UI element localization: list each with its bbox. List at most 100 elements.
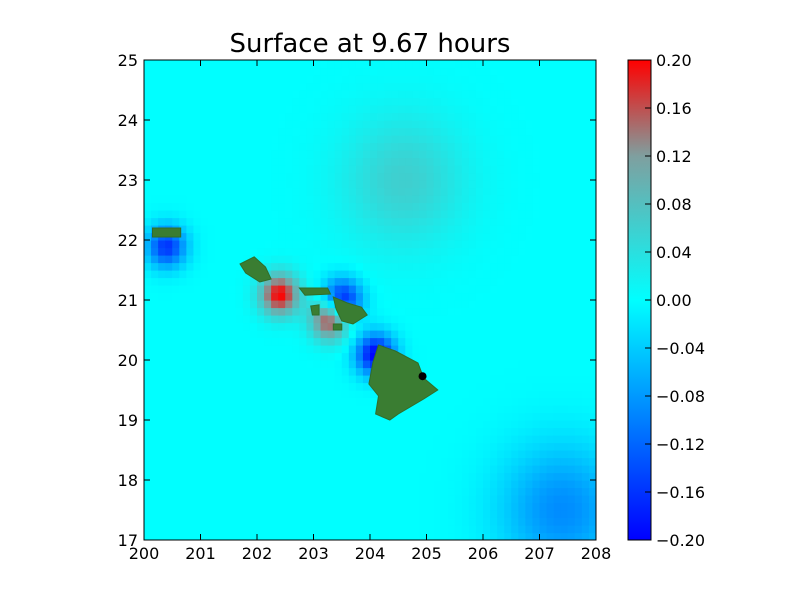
heatmap-cell <box>370 165 378 174</box>
heatmap-cell <box>384 255 392 264</box>
heatmap-cell <box>264 375 272 384</box>
heatmap-cell <box>398 225 406 234</box>
heatmap-cell <box>348 397 357 406</box>
heatmap-cell <box>249 457 258 466</box>
heatmap-cell <box>504 225 512 234</box>
heatmap-cell <box>440 315 449 324</box>
heatmap-cell <box>475 345 484 354</box>
heatmap-cell <box>278 450 286 459</box>
heatmap-cell <box>490 277 498 286</box>
heatmap-cell <box>242 187 251 196</box>
heatmap-cell <box>454 277 463 286</box>
heatmap-cell <box>165 412 173 421</box>
heatmap-cell <box>497 210 505 219</box>
heatmap-cell <box>327 247 336 256</box>
heatmap-cell <box>158 525 166 534</box>
heatmap-cell <box>433 277 442 286</box>
heatmap-cell <box>334 337 343 346</box>
heatmap-cell <box>193 322 202 331</box>
heatmap-cell <box>468 157 477 166</box>
heatmap-cell <box>546 270 555 279</box>
heatmap-cell <box>278 97 286 106</box>
heatmap-cell <box>264 97 272 106</box>
heatmap-cell <box>249 157 258 166</box>
heatmap-cell <box>511 397 519 406</box>
heatmap-cell <box>384 217 392 226</box>
heatmap-cell <box>200 435 209 444</box>
heatmap-cell <box>249 442 258 451</box>
heatmap-cell <box>412 307 421 316</box>
heatmap-cell <box>172 480 180 489</box>
heatmap-cell <box>179 255 187 264</box>
heatmap-cell <box>475 292 484 301</box>
heatmap-cell <box>348 330 357 339</box>
heatmap-cell <box>567 232 576 241</box>
heatmap-cell <box>454 457 463 466</box>
heatmap-cell <box>412 195 421 204</box>
heatmap-cell <box>151 97 159 106</box>
heatmap-cell <box>405 112 413 121</box>
heatmap-cell <box>355 412 364 421</box>
heatmap-cell <box>588 337 596 346</box>
heatmap-cell <box>348 270 357 279</box>
heatmap-cell <box>574 495 583 504</box>
heatmap-cell <box>490 210 498 219</box>
heatmap-cell <box>264 360 272 369</box>
heatmap-cell <box>362 345 371 354</box>
heatmap-cell <box>525 375 534 384</box>
heatmap-cell <box>144 157 152 166</box>
heatmap-cell <box>306 487 315 496</box>
heatmap-cell <box>546 135 555 144</box>
heatmap-cell <box>560 435 569 444</box>
heatmap-cell <box>271 510 279 519</box>
heatmap-cell <box>588 285 596 294</box>
heatmap-cell <box>306 75 315 84</box>
heatmap-cell <box>567 397 576 406</box>
heatmap-cell <box>221 330 230 339</box>
heatmap-cell <box>581 405 590 414</box>
heatmap-cell <box>384 285 392 294</box>
heatmap-cell <box>588 427 596 436</box>
heatmap-cell <box>341 517 350 526</box>
heatmap-cell <box>377 120 385 129</box>
heatmap-cell <box>405 405 413 414</box>
heatmap-cell <box>235 180 244 189</box>
heatmap-cell <box>370 262 378 271</box>
heatmap-cell <box>426 525 435 534</box>
heatmap-cell <box>200 390 209 399</box>
heatmap-cell <box>306 60 315 69</box>
heatmap-cell <box>221 225 230 234</box>
heatmap-cell <box>504 307 512 316</box>
heatmap-cell <box>426 247 435 256</box>
heatmap-cell <box>588 277 596 286</box>
heatmap-cell <box>377 60 385 69</box>
heatmap-cell <box>475 120 484 129</box>
heatmap-cell <box>278 277 286 286</box>
heatmap-cell <box>165 420 173 429</box>
heatmap-cell <box>511 90 519 99</box>
heatmap-cell <box>179 307 187 316</box>
heatmap-cell <box>490 255 498 264</box>
heatmap-cell <box>235 495 244 504</box>
heatmap-cell <box>574 390 583 399</box>
heatmap-cell <box>525 487 534 496</box>
heatmap-cell <box>468 457 477 466</box>
heatmap-cell <box>490 517 498 526</box>
heatmap-cell <box>306 405 315 414</box>
heatmap-cell <box>151 390 159 399</box>
heatmap-cell <box>539 480 548 489</box>
heatmap-cell <box>391 495 399 504</box>
heatmap-cell <box>433 127 442 136</box>
heatmap-cell <box>271 150 279 159</box>
heatmap-cell <box>151 330 159 339</box>
heatmap-cell <box>334 255 343 264</box>
heatmap-cell <box>214 307 223 316</box>
heatmap-cell <box>461 150 470 159</box>
heatmap-cell <box>588 210 596 219</box>
heatmap-cell <box>200 360 209 369</box>
heatmap-cell <box>193 75 202 84</box>
heatmap-cell <box>581 337 590 346</box>
heatmap-cell <box>235 450 244 459</box>
heatmap-cell <box>257 225 265 234</box>
heatmap-cell <box>370 487 378 496</box>
